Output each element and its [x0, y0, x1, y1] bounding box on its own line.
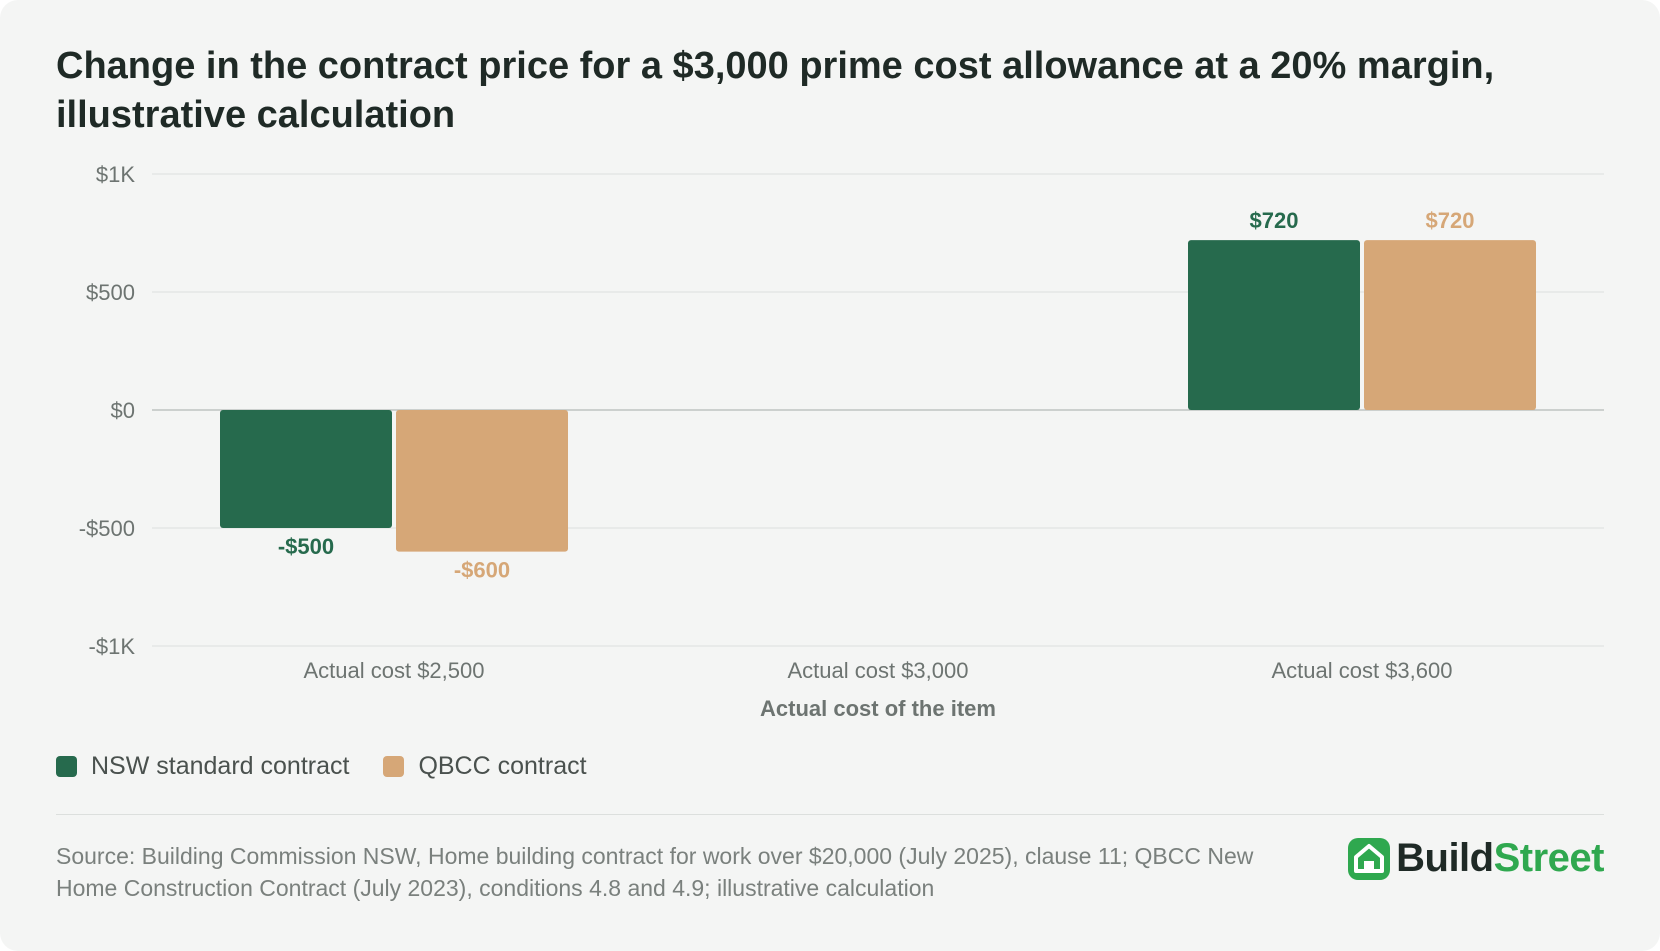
y-axis-ticks: $1K $500 $0 -$500 -$1K — [79, 162, 136, 659]
x-axis-label: Actual cost of the item — [760, 696, 996, 721]
bar-nsw — [1188, 240, 1360, 410]
data-label-qbcc: -$600 — [454, 558, 510, 583]
house-icon — [1348, 837, 1391, 880]
legend-swatch-qbcc — [383, 756, 405, 777]
legend-swatch-nsw — [56, 756, 77, 777]
logo-wordmark: BuildStreet — [1396, 836, 1604, 881]
y-tick-label: $1K — [96, 162, 135, 187]
bar-qbcc — [1364, 240, 1536, 410]
data-label-nsw: -$500 — [278, 534, 334, 559]
bar-nsw — [220, 410, 392, 528]
buildstreet-logo: BuildStreet — [1348, 836, 1605, 881]
y-tick-label: $500 — [86, 280, 135, 305]
data-label-qbcc: $720 — [1426, 208, 1475, 233]
legend-label-qbcc: QBCC contract — [418, 752, 587, 780]
x-axis-ticks: Actual cost $2,500 Actual cost $3,000 Actu… — [303, 658, 1452, 683]
bar-chart: $1K $500 $0 -$500 -$1K -$500 -$600 $720 $720 Ac… — [79, 162, 1604, 721]
bar-qbcc — [396, 410, 568, 552]
legend-item-nsw: NSW standard contract — [56, 752, 349, 781]
data-labels: -$500 -$600 $720 $720 — [278, 208, 1475, 583]
bars — [220, 240, 1536, 552]
grid-lines — [152, 173, 1604, 647]
legend: NSW standard contract QBCC contract — [56, 752, 587, 781]
legend-label-nsw: NSW standard contract — [91, 752, 350, 780]
y-tick-label: -$500 — [79, 516, 135, 541]
y-tick-label: $0 — [111, 398, 135, 423]
source-note: Source: Building Commission NSW, Home bu… — [56, 843, 1254, 901]
divider — [56, 814, 1604, 815]
chart-title: Change in the contract price for a $3,00… — [56, 45, 1495, 136]
x-tick-label: Actual cost $3,000 — [787, 658, 968, 683]
legend-item-qbcc: QBCC contract — [383, 752, 587, 781]
data-label-nsw: $720 — [1250, 208, 1299, 233]
logo-text-build: Build — [1396, 836, 1494, 880]
x-tick-label: Actual cost $2,500 — [303, 658, 484, 683]
logo-text-street: Street — [1493, 836, 1605, 880]
x-tick-label: Actual cost $3,600 — [1271, 658, 1452, 683]
y-tick-label: -$1K — [89, 634, 136, 659]
